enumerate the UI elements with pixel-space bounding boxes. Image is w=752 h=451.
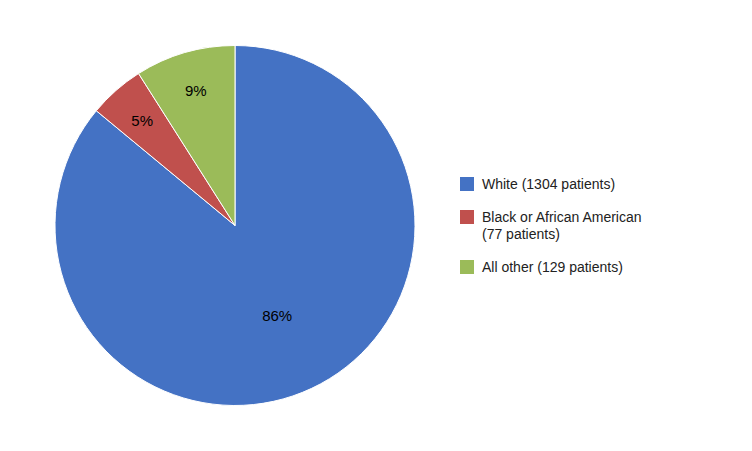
data-labels: 86% 5% 9% [131,82,292,323]
pie-slice [55,46,415,406]
data-label: 9% [185,82,207,99]
legend-label: White (1304 patients) [482,176,615,192]
legend-swatch [460,260,474,274]
slices [55,46,415,406]
legend-item: All other (129 patients) [460,259,623,275]
chart-container: 86% 5% 9% White (1304 patients) Black or Afr… [0,0,752,451]
legend-label-line: All other (129 patients) [482,259,623,275]
legend-swatch [460,210,474,224]
legend-label: Black or African American(77 patients) [482,209,642,242]
data-label: 86% [262,307,292,324]
legend-item: White (1304 patients) [460,176,615,192]
legend-swatch [460,177,474,191]
legend: White (1304 patients) Black or African Am… [460,176,642,275]
chart-svg: 86% 5% 9% White (1304 patients) Black or Afr… [0,0,752,451]
legend-label-line: White (1304 patients) [482,176,615,192]
legend-label-line: Black or African American [482,209,642,225]
legend-item: Black or African American(77 patients) [460,209,642,242]
legend-label: All other (129 patients) [482,259,623,275]
pie-slice [139,46,235,226]
legend-label-line: (77 patients) [482,226,560,242]
data-label: 5% [131,112,153,129]
